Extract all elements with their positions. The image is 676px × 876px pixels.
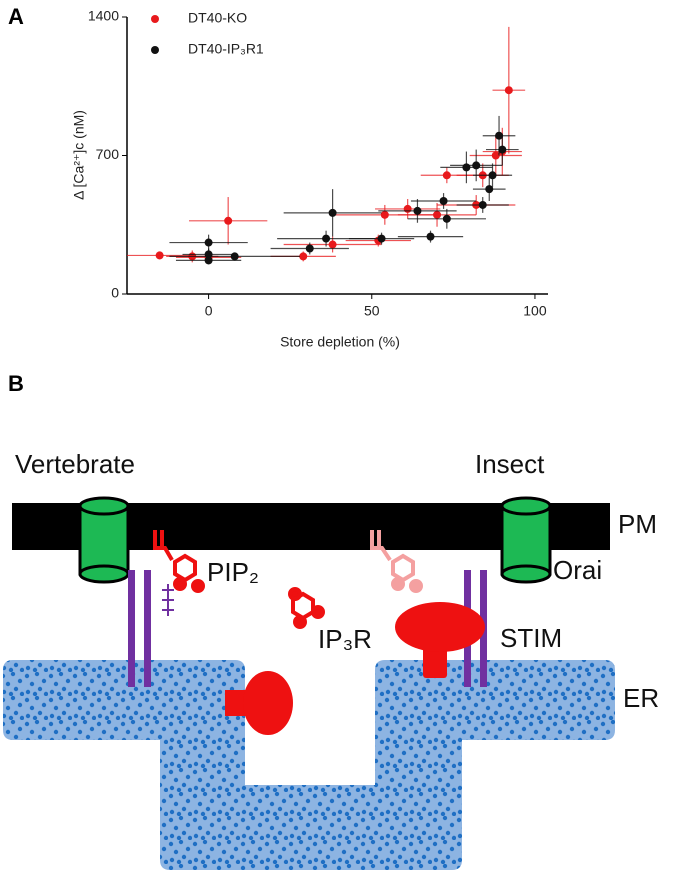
label: Insect [475, 449, 545, 479]
point [498, 145, 507, 154]
y-tick-label: 0 [111, 285, 119, 301]
point [322, 234, 331, 243]
point [155, 251, 164, 260]
point [204, 256, 213, 265]
point [433, 210, 442, 219]
point [328, 240, 337, 249]
legend-label: DT40-KO [188, 10, 247, 26]
point [462, 163, 471, 172]
point [472, 161, 481, 170]
legend-label: DT40-IP₃R1 [188, 41, 264, 57]
point [439, 197, 448, 206]
point [230, 252, 239, 261]
panel-label: B [8, 371, 24, 396]
point [485, 185, 494, 194]
x-axis-label: Store depletion (%) [280, 334, 400, 350]
diagram: Vertebrate Insect PM Orai PIP₂ IP₃R STIM… [3, 449, 659, 870]
panel-label: A [8, 4, 24, 29]
point [328, 208, 337, 217]
pip2-faded [370, 530, 423, 593]
label: Orai [553, 555, 602, 585]
stim-protein [225, 602, 485, 735]
legend-marker [151, 46, 159, 54]
label: ER [623, 683, 659, 713]
point [478, 200, 487, 209]
point [495, 131, 504, 140]
label: PIP₂ [207, 557, 259, 587]
label: IP₃R [318, 624, 372, 654]
point [204, 250, 213, 259]
point [224, 216, 233, 225]
point [491, 151, 500, 160]
point [204, 238, 213, 247]
x-tick-label: 100 [523, 303, 547, 319]
point [442, 214, 451, 223]
point [442, 171, 451, 180]
point [305, 244, 314, 253]
orai-channel [78, 496, 130, 584]
orai-channel [500, 496, 552, 584]
label: STIM [500, 623, 562, 653]
point [426, 232, 435, 241]
point [403, 204, 412, 213]
charges [162, 584, 174, 616]
ip3-molecule [288, 587, 325, 629]
er-membrane [3, 660, 615, 870]
legend-marker [151, 15, 159, 23]
point [413, 206, 422, 215]
y-axis-label: Δ [Ca²⁺]c (nM) [71, 110, 87, 200]
y-tick-label: 700 [96, 146, 120, 162]
pip2-lipid [153, 530, 205, 593]
point [504, 86, 513, 95]
point [377, 234, 386, 243]
point [488, 171, 497, 180]
label: PM [618, 509, 657, 539]
y-tick-label: 1400 [88, 8, 119, 24]
point [299, 252, 308, 261]
x-tick-label: 0 [205, 303, 213, 319]
point [380, 210, 389, 219]
label: Vertebrate [15, 449, 135, 479]
x-tick-label: 50 [364, 303, 380, 319]
